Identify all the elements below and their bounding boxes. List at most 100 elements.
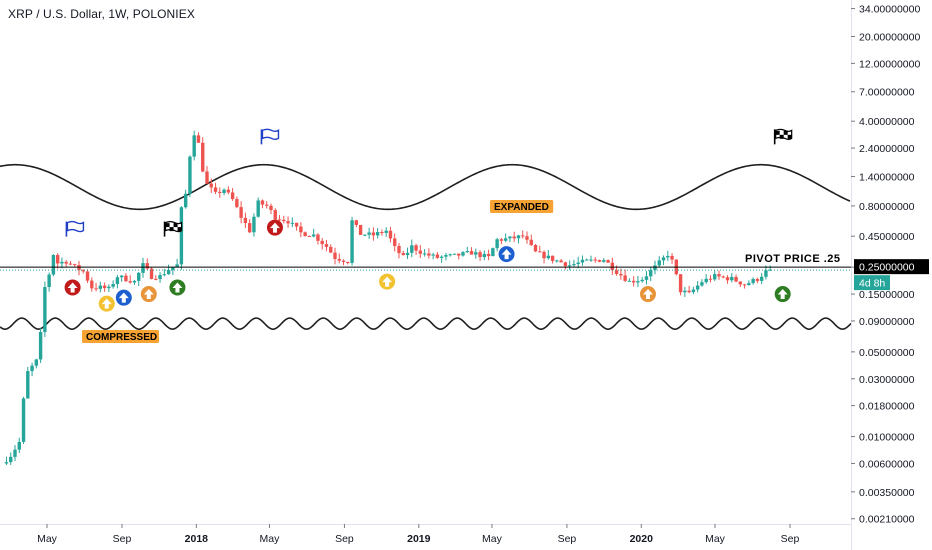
flag-check [169, 227, 174, 232]
candle-body [644, 276, 649, 280]
candle-body [166, 269, 171, 275]
candle-body [636, 281, 640, 283]
candle-body [354, 220, 359, 225]
candle-body [717, 274, 721, 277]
flag-check [173, 223, 178, 228]
candle-body [119, 275, 124, 278]
candle-body [68, 263, 73, 265]
candle-body [555, 260, 559, 262]
x-axis: May Sep 2018 May Sep 2019 May Sep 2020 May Sep [0, 524, 851, 550]
flag-check [779, 134, 784, 139]
candle-body [738, 281, 743, 285]
candle-body [623, 275, 627, 281]
flag-check [783, 130, 788, 135]
candle-body [678, 274, 683, 293]
candle-body [145, 263, 149, 269]
candle-body [576, 262, 580, 265]
flag-check [165, 223, 170, 228]
candle-body [747, 283, 751, 286]
timer-tag-text: 4d 8h [859, 278, 885, 290]
candle-body [350, 220, 354, 263]
candle-body [431, 254, 435, 256]
candle-body [124, 275, 128, 282]
x-tick-label: May [37, 533, 58, 545]
candle-body [55, 255, 60, 264]
candle-body [602, 260, 606, 262]
up-arrow-icon-blue [498, 246, 515, 263]
candle-body [759, 276, 764, 281]
candle-body [559, 260, 563, 263]
candle-body [486, 253, 491, 257]
candle-body [162, 274, 167, 276]
y-tick-label: 0.00210000 [859, 514, 915, 526]
up-arrow-icon-red [64, 279, 81, 296]
candle-body [495, 239, 499, 249]
candle-body [512, 236, 516, 239]
candle-body [128, 281, 132, 283]
candle-body [226, 189, 231, 193]
up-arrow-icon-orange [639, 286, 656, 303]
candle-body [94, 288, 98, 290]
arrow-glyph [777, 289, 788, 300]
candle-body [670, 255, 674, 260]
y-tick-label: 0.01000000 [859, 432, 915, 444]
candle-body [38, 331, 43, 360]
y-tick-label: 20.00000000 [859, 31, 920, 43]
candle-body [550, 255, 555, 261]
candle-body [649, 270, 653, 277]
candle-body [401, 253, 405, 256]
candle-body [64, 261, 68, 264]
y-tick-label: 1.40000000 [859, 171, 915, 183]
candle-body [742, 284, 747, 286]
candle-body [610, 262, 615, 271]
candle-body [666, 255, 670, 258]
candle-body [452, 253, 457, 255]
candle-body [367, 232, 371, 235]
candle-body [465, 251, 469, 253]
candle-body [525, 236, 529, 240]
candle-body [107, 286, 111, 289]
candle-body [478, 252, 482, 258]
candle-body [13, 449, 17, 457]
y-tick-label: 0.05000000 [859, 347, 915, 359]
arrow-glyph [118, 292, 129, 303]
expanded-badge-text: EXPANDED [494, 202, 549, 213]
timer-tag: 4d 8h [854, 275, 890, 291]
candle-body [691, 289, 696, 293]
arrow-glyph [101, 298, 112, 309]
candle-body [115, 277, 120, 284]
candle-body [158, 275, 162, 280]
y-tick-label: 0.01800000 [859, 401, 915, 413]
candle-body [132, 280, 137, 283]
candle-body [277, 219, 282, 221]
candle-body [346, 261, 350, 263]
candle-body [606, 260, 610, 263]
y-tick-label: 2.40000000 [859, 143, 915, 155]
candle-body [619, 273, 623, 276]
arrow-glyph [269, 222, 280, 233]
candle-body [213, 187, 218, 192]
candle-body [448, 254, 452, 256]
candle-body [631, 280, 636, 283]
candle-body [192, 135, 196, 157]
candle-body [371, 232, 376, 236]
candle-body [324, 244, 329, 247]
candle-body [764, 270, 768, 277]
candle-body [580, 259, 585, 263]
markers [64, 128, 793, 312]
candle-body [563, 262, 568, 267]
candle-body [597, 260, 602, 262]
candle-body [444, 255, 448, 257]
candle-body [516, 235, 521, 239]
candles [4, 130, 772, 466]
candle-body [43, 287, 47, 332]
candle-body [461, 252, 465, 256]
current-price-tag [891, 275, 929, 290]
y-tick-label: 7.00000000 [859, 87, 915, 99]
candle-body [435, 254, 440, 258]
y-tick-label: 0.00350000 [859, 487, 915, 499]
candle-body [358, 224, 363, 235]
large-cycle-wave [0, 163, 851, 211]
y-tick-label: 12.00000000 [859, 58, 920, 70]
